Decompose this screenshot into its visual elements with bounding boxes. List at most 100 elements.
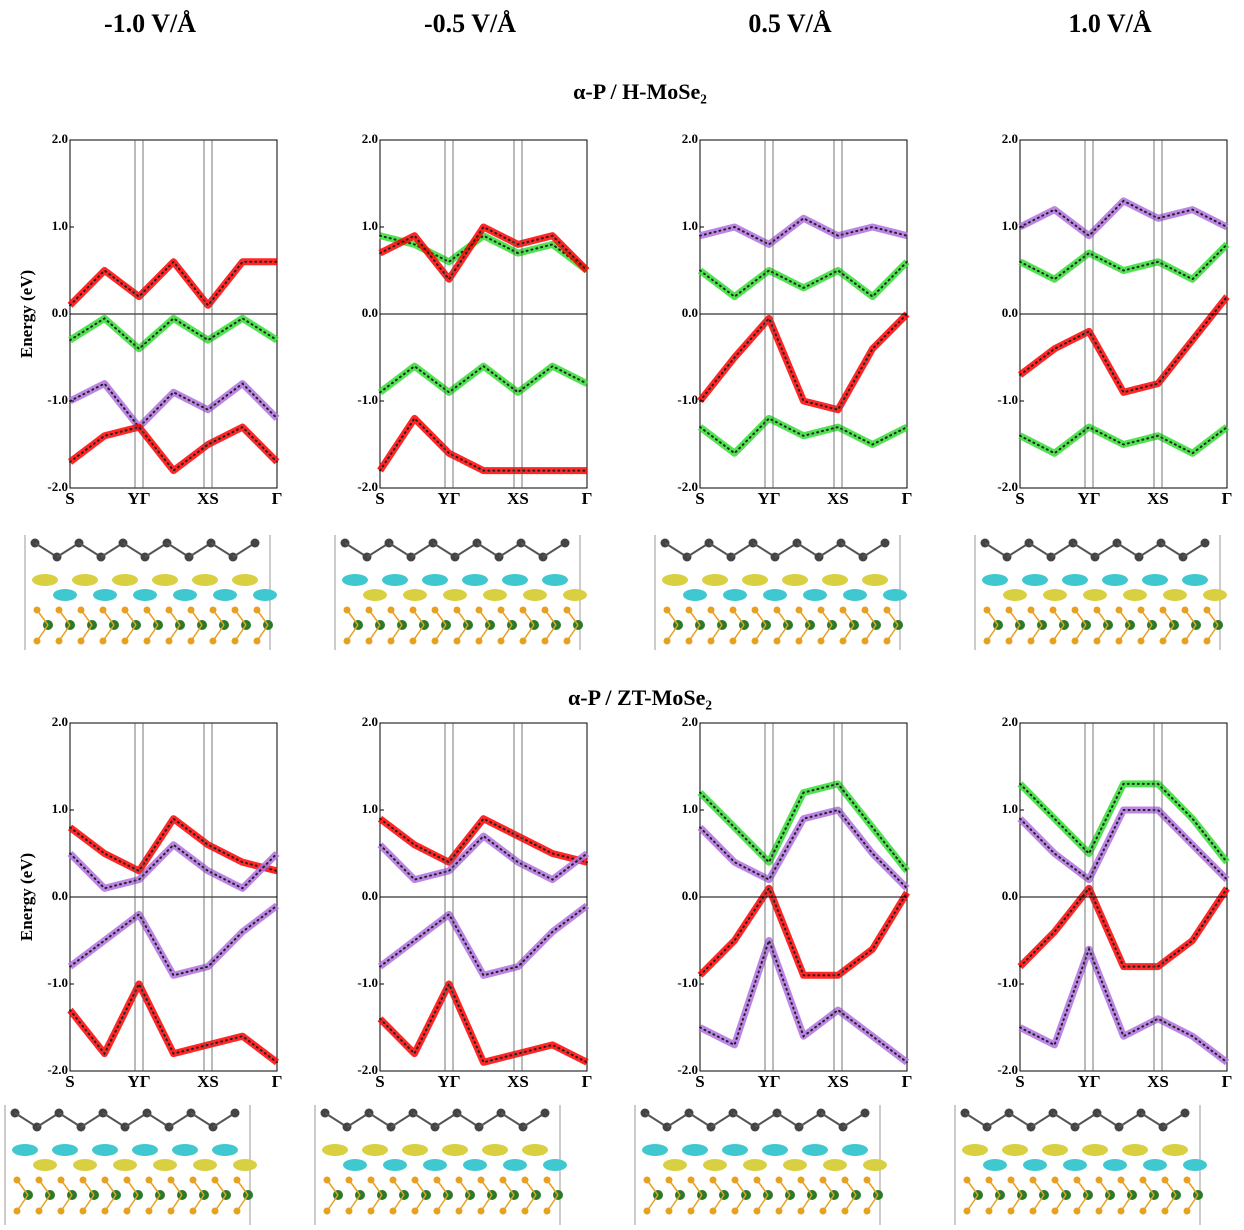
y-tick-label: -1.0 [357,392,378,407]
bond [523,625,534,641]
bond [1097,625,1108,641]
charge-blob [982,574,1008,586]
charge-blob [1082,1144,1108,1156]
charge-blob [543,1159,567,1171]
x-tick-label: S [375,1072,384,1091]
charge-blob [542,574,568,586]
charge-blob [743,1159,767,1171]
bond [647,1180,658,1195]
bond [479,610,490,625]
bond [865,625,876,641]
x-tick-label: S [375,489,384,508]
bond [149,1195,160,1211]
bond [1055,1180,1066,1195]
bond [1163,610,1174,625]
charge-blob [93,589,117,601]
bond [1185,625,1196,641]
phosphorus-atom [251,539,260,548]
x-tick-label: XS [1147,1072,1169,1091]
charge-blob [842,1144,868,1156]
y-tick-label: -1.0 [677,975,698,990]
charge-blob [1122,1144,1148,1156]
charge-blob [233,1159,257,1171]
charge-blob [1143,1159,1167,1171]
x-tick-label: Γ [272,489,283,508]
bond [567,610,578,625]
bond [435,610,446,625]
bond [59,610,70,625]
bond [989,1180,1000,1195]
bond [459,1195,470,1211]
bond [213,610,224,625]
bond [127,1195,138,1211]
bond [457,625,468,641]
bond [689,610,700,625]
charge-blob [762,1144,788,1156]
bond [413,625,424,641]
bond [689,625,700,641]
charge-blob [983,1159,1007,1171]
bond [393,1180,404,1195]
charge-blob [722,1144,748,1156]
charge-blob [662,574,688,586]
x-tick-label: YΓ [1077,489,1100,508]
charge-blob [962,1144,988,1156]
band-plot: 2.01.00.0-1.0-2.0SYΓXSΓEnergy (eV) [17,714,283,1091]
bond [437,1180,448,1195]
bond [349,1195,360,1211]
charge-blob [402,1144,428,1156]
charge-blob [462,574,488,586]
charge-blob [1203,589,1227,601]
bond [989,1195,1000,1211]
x-tick-label: XS [197,489,219,508]
charge-blob [1103,1159,1127,1171]
bond [169,625,180,641]
x-tick-label: YΓ [437,1072,460,1091]
bond [61,1195,72,1211]
charge-blob [382,574,408,586]
bond [757,1195,768,1211]
bond [845,1195,856,1211]
bond [1143,1180,1154,1195]
bond [413,610,424,625]
y-tick-label: 1.0 [52,801,68,816]
bond [193,1180,204,1195]
charge-blob [12,1144,38,1156]
bond [415,1180,426,1195]
bond [503,1180,514,1195]
bond [821,610,832,625]
x-tick-label: S [1015,1072,1024,1091]
bond [127,1180,138,1195]
charge-blob [522,1144,548,1156]
bond [105,1180,116,1195]
bond [777,610,788,625]
structure-image [25,535,277,650]
charge-blob [362,1144,388,1156]
bond [393,1195,404,1211]
y-tick-label: 0.0 [682,305,698,320]
bond [1187,1195,1198,1211]
bond [39,1195,50,1211]
bond [191,610,202,625]
bond [213,625,224,641]
charge-blob [322,1144,348,1156]
y-tick-label: 0.0 [1002,305,1018,320]
charge-blob [113,1159,137,1171]
charge-blob [172,1144,198,1156]
charge-blob [363,589,387,601]
column-header: 1.0 V/Å [1068,9,1152,38]
bond [799,610,810,625]
bond [1053,610,1064,625]
x-tick-label: XS [507,1072,529,1091]
bond [371,1195,382,1211]
structure-image [335,535,587,650]
bond [125,625,136,641]
y-tick-label: 2.0 [362,131,378,146]
row-title: α-P / ZT-MoSe₂ [568,685,712,710]
charge-blob [1022,574,1048,586]
x-tick-label: Γ [1222,1072,1233,1091]
bond [17,1195,28,1211]
bond [755,625,766,641]
